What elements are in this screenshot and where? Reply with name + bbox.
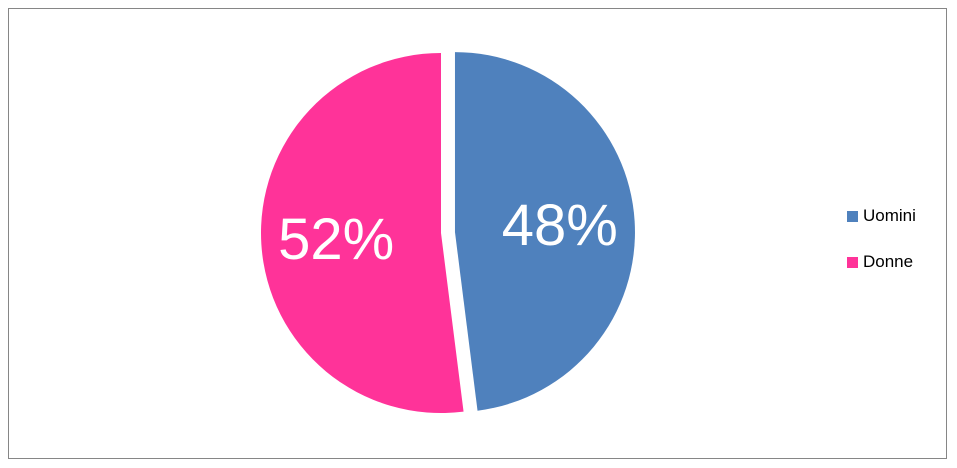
legend-swatch-uomini (847, 210, 858, 222)
pie-slices (261, 52, 635, 413)
data-label-donne: 52% (278, 207, 394, 272)
pie-labels: 48% 52% (278, 193, 618, 272)
pie-slice-donne (261, 52, 464, 413)
legend-swatch-donne (847, 256, 858, 268)
pie-slice-uomini (454, 52, 635, 411)
legend-label-donne: Donne (863, 252, 914, 271)
data-label-uomini: 48% (502, 193, 618, 258)
legend-label-uomini: Uomini (863, 206, 916, 225)
legend-item-uomini: Uomini (847, 204, 916, 228)
legend-item-donne: Donne (847, 250, 916, 274)
legend: Uomini Donne (847, 204, 916, 296)
